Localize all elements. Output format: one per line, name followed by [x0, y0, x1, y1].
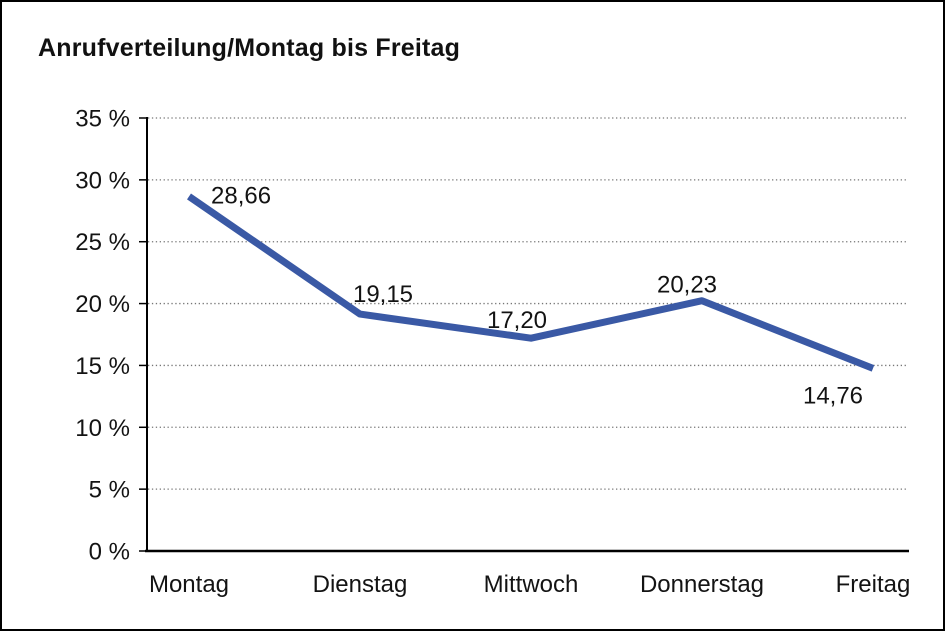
data-point-label: 20,23: [657, 272, 717, 299]
x-axis-label: Mittwoch: [484, 571, 579, 598]
x-axis-label: Dienstag: [313, 571, 408, 598]
y-axis-label: 25 %: [75, 229, 130, 256]
y-axis-label: 5 %: [89, 477, 130, 504]
data-point-label: 28,66: [211, 182, 271, 209]
x-axis-label: Donnerstag: [640, 571, 764, 598]
y-axis-label: 0 %: [89, 539, 130, 566]
data-point-label: 19,15: [353, 281, 413, 308]
x-axis-label: Montag: [149, 571, 229, 598]
x-axis-label: Freitag: [836, 571, 911, 598]
y-axis-label: 20 %: [75, 291, 130, 318]
y-axis-label: 10 %: [75, 415, 130, 442]
y-axis-label: 35 %: [75, 106, 130, 133]
data-line-series: [187, 193, 875, 372]
data-point-label: 17,20: [487, 307, 547, 334]
data-point-label: 14,76: [803, 382, 863, 409]
chart-title: Anrufverteilung/Montag bis Freitag: [38, 34, 461, 62]
y-axis-label: 15 %: [75, 353, 130, 380]
y-axis-label: 30 %: [75, 167, 130, 194]
